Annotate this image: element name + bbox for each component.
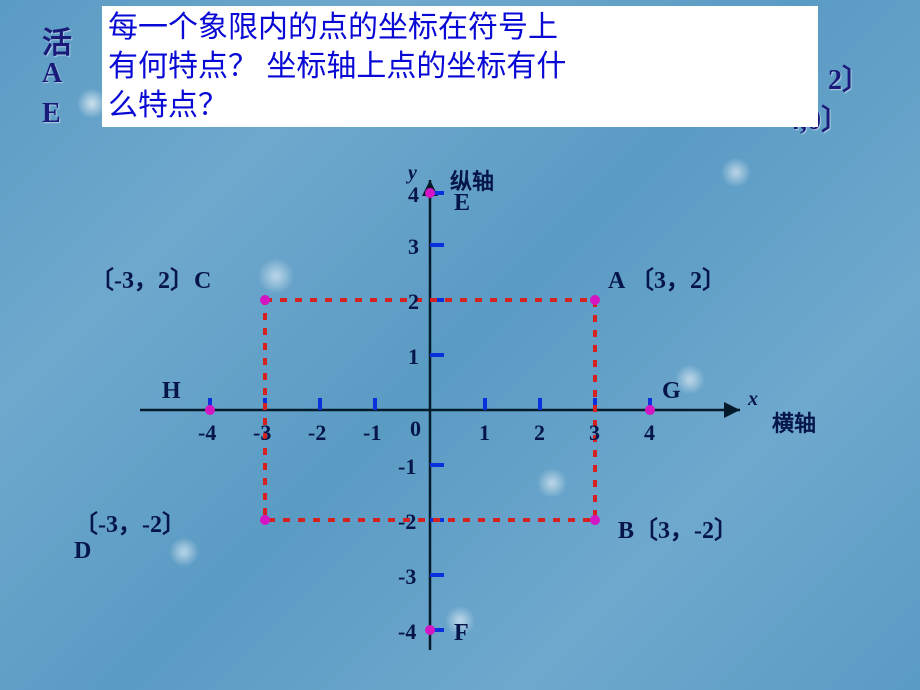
point-E-dot xyxy=(425,188,435,198)
origin-label: 0 xyxy=(410,416,421,442)
x-tick--4: -4 xyxy=(198,420,216,446)
y-tick-3: 3 xyxy=(408,234,419,260)
y-tick-2: 2 xyxy=(408,289,419,315)
activity-prefix: 活 xyxy=(42,18,72,62)
point-D-dot xyxy=(260,515,270,525)
y-tick-1: 1 xyxy=(408,344,419,370)
y-ticks xyxy=(430,193,444,630)
x-tick-3: 3 xyxy=(589,420,600,446)
y-tick--1: -1 xyxy=(398,454,416,480)
points-row-2-prefix: E xyxy=(42,98,61,130)
point-D-letter: D xyxy=(74,538,91,565)
y-tick--2: -2 xyxy=(398,509,416,535)
x-tick--3: -3 xyxy=(253,420,271,446)
point-A-label: A 〔3，2〕 xyxy=(608,260,726,295)
coordinate-svg xyxy=(60,160,860,680)
points-row-1-suffix: 2〕 xyxy=(828,58,870,98)
points-row-1-prefix: A xyxy=(42,58,62,90)
question-line-1: 每一个象限内的点的坐标在符号上 xyxy=(108,8,812,47)
coordinate-plane: y 纵轴 x 横轴 0 -4 -3 -2 -1 1 2 3 4 1 2 3 4 … xyxy=(60,160,860,680)
point-A-dot xyxy=(590,295,600,305)
point-D-coord: 〔-3，-2〕 xyxy=(74,504,186,539)
question-line-2: 有何特点？ 坐标轴上点的坐标有什 xyxy=(108,47,812,86)
point-F-label: F xyxy=(454,620,469,647)
x-tick--1: -1 xyxy=(363,420,381,446)
y-tick--4: -4 xyxy=(398,619,416,645)
question-box: 每一个象限内的点的坐标在符号上 有何特点？ 坐标轴上点的坐标有什 么特点？ xyxy=(102,6,818,127)
x-axis-label: 横轴 xyxy=(772,406,816,438)
point-C-label: 〔-3，2〕C xyxy=(90,260,211,295)
x-tick--2: -2 xyxy=(308,420,326,446)
point-H-dot xyxy=(205,405,215,415)
point-E-label: E xyxy=(454,190,470,217)
y-tick-4: 4 xyxy=(408,182,419,208)
point-B-label: B〔3，-2〕 xyxy=(618,510,738,545)
point-F-dot xyxy=(425,625,435,635)
x-tick-2: 2 xyxy=(534,420,545,446)
point-H-label: H xyxy=(162,378,181,405)
point-C-dot xyxy=(260,295,270,305)
point-G-dot xyxy=(645,405,655,415)
x-axis-symbol: x xyxy=(748,388,758,411)
question-line-3: 么特点？ xyxy=(108,86,812,125)
y-tick--3: -3 xyxy=(398,564,416,590)
point-B-dot xyxy=(590,515,600,525)
point-G-label: G xyxy=(662,378,681,405)
x-tick-4: 4 xyxy=(644,420,655,446)
x-axis-arrow xyxy=(724,402,740,418)
x-tick-1: 1 xyxy=(479,420,490,446)
